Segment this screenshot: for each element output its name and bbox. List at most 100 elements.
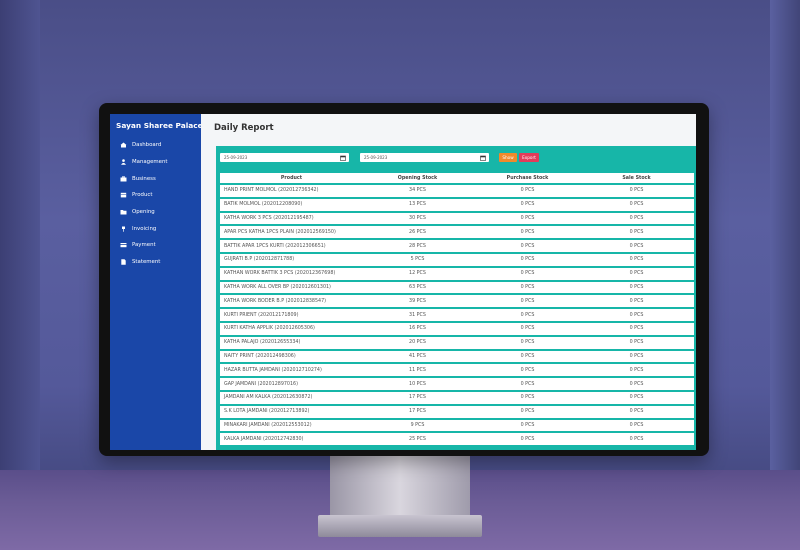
export-button[interactable]: Export — [519, 153, 539, 162]
sidebar-nav: Dashboard Management Business Product Op… — [110, 137, 201, 271]
pin-icon — [120, 226, 127, 232]
sidebar-item-invoicing[interactable]: Invoicing — [110, 220, 201, 237]
briefcase-icon — [120, 175, 127, 182]
table-row[interactable]: KATHA WORK 3 PCS (202012195487) 30 PCS 0 P… — [220, 212, 694, 225]
table-row[interactable]: JAMDANI AM KALKA (202012630872) 17 PCS 0 P… — [220, 391, 694, 404]
table-row[interactable]: KATHA WORK ALL OVER BP (202012601301) 63 … — [220, 281, 694, 294]
user-icon — [120, 159, 127, 165]
cell-opening-stock: 9 PCS — [359, 419, 476, 432]
card-icon — [120, 242, 127, 248]
table-body: HAND PRINT MOLMOL (202012736342) 34 PCS 0 … — [220, 185, 694, 446]
cell-product: KURTI PRIENT (202012171809) — [220, 309, 359, 321]
cell-product: KATHA WORK BODER B.P (202012838547) — [220, 295, 359, 308]
column-header-product[interactable]: Product — [220, 173, 359, 183]
cell-sale-stock: 0 PCS — [579, 267, 694, 280]
cell-opening-stock: 5 PCS — [359, 253, 476, 266]
table-row[interactable]: BATTIK APAR 1PCS KURTI (202012306651) 28 … — [220, 240, 694, 252]
cell-opening-stock: 41 PCS — [359, 350, 476, 363]
sidebar: Sayan Sharee Palace Dashboard Management… — [110, 114, 203, 450]
cell-purchase-stock: 0 PCS — [476, 212, 579, 225]
table-row[interactable]: HAZAR BUTTA JAMDANI (202012710274) 11 PCS… — [220, 364, 694, 377]
table-row[interactable]: APAR PCS KATHA 1PCS PLAIN (202012569150)… — [220, 226, 694, 239]
table-row[interactable]: BATIK MOLMOL (202012208090) 13 PCS 0 PCS 0 … — [220, 198, 694, 211]
calendar-icon[interactable] — [340, 155, 346, 161]
cell-sale-stock: 0 PCS — [579, 350, 694, 363]
cell-purchase-stock: 0 PCS — [476, 419, 579, 432]
app-screen: Sayan Sharee Palace Dashboard Management… — [110, 114, 696, 450]
cell-product: NAITY PRINT (202012498306) — [220, 350, 359, 363]
to-date-value: 25-09-2023 — [364, 155, 388, 160]
sidebar-item-label: Opening — [132, 209, 155, 216]
sidebar-item-product[interactable]: Product — [110, 187, 201, 204]
cell-sale-stock: 0 PCS — [579, 391, 694, 404]
sidebar-item-label: Payment — [132, 242, 156, 249]
table-row[interactable]: KATHAN WORK BATTIK 3 PCS (202012367698) 1… — [220, 267, 694, 280]
sidebar-item-label: Statement — [132, 259, 161, 266]
column-header-opening-stock[interactable]: Opening Stock — [359, 173, 476, 183]
sidebar-item-opening[interactable]: Opening — [110, 204, 201, 221]
cell-opening-stock: 10 PCS — [359, 378, 476, 390]
table-row[interactable]: NAITY PRINT (202012498306) 41 PCS 0 PCS 0 P… — [220, 350, 694, 363]
sidebar-item-management[interactable]: Management — [110, 154, 201, 171]
column-header-purchase-stock[interactable]: Purchase Stock — [476, 173, 579, 183]
cell-purchase-stock: 0 PCS — [476, 253, 579, 266]
cell-product: KATHA PALAJO (202012655334) — [220, 336, 359, 349]
table-row[interactable]: GAP JAMDANI (202012897016) 10 PCS 0 PCS 0 P… — [220, 378, 694, 390]
show-button[interactable]: Show — [499, 153, 517, 162]
cell-opening-stock: 30 PCS — [359, 212, 476, 225]
cell-sale-stock: 0 PCS — [579, 378, 694, 390]
sidebar-item-payment[interactable]: Payment — [110, 237, 201, 254]
to-date-input[interactable]: 25-09-2023 — [360, 153, 489, 162]
cell-product: HAND PRINT MOLMOL (202012736342) — [220, 185, 359, 197]
sidebar-item-dashboard[interactable]: Dashboard — [110, 137, 201, 154]
sidebar-item-business[interactable]: Business — [110, 170, 201, 187]
cell-opening-stock: 39 PCS — [359, 295, 476, 308]
main-content: Daily Report 25-09-2023 25-09-2023 Show … — [201, 114, 696, 450]
cell-opening-stock: 63 PCS — [359, 281, 476, 294]
sidebar-item-label: Dashboard — [132, 142, 162, 149]
cell-product: GAP JAMDANI (202012897016) — [220, 378, 359, 390]
cell-purchase-stock: 0 PCS — [476, 309, 579, 321]
cell-opening-stock: 11 PCS — [359, 364, 476, 377]
cell-opening-stock: 34 PCS — [359, 185, 476, 197]
cell-purchase-stock: 0 PCS — [476, 405, 579, 418]
from-date-input[interactable]: 25-09-2023 — [220, 153, 349, 162]
cell-product: KATHAN WORK BATTIK 3 PCS (202012367698) — [220, 267, 359, 280]
cell-purchase-stock: 0 PCS — [476, 364, 579, 377]
cell-purchase-stock: 0 PCS — [476, 378, 579, 390]
table-row[interactable]: GUJRATI B.P (202012871788) 5 PCS 0 PCS 0 PC… — [220, 253, 694, 266]
cell-opening-stock: 28 PCS — [359, 240, 476, 252]
table-row[interactable]: S.K LOTA JAMDANI (202012713892) 17 PCS 0 P… — [220, 405, 694, 418]
sidebar-item-statement[interactable]: Statement — [110, 254, 201, 271]
cell-product: KATHA WORK 3 PCS (202012195487) — [220, 212, 359, 225]
cell-sale-stock: 0 PCS — [579, 212, 694, 225]
cell-product: GUJRATI B.P (202012871788) — [220, 253, 359, 266]
table-row[interactable]: HAND PRINT MOLMOL (202012736342) 34 PCS 0 … — [220, 185, 694, 197]
cell-opening-stock: 17 PCS — [359, 391, 476, 404]
table-row[interactable]: KURTI KATHA APPLIK (202012605306) 16 PCS 0… — [220, 322, 694, 335]
cell-opening-stock: 13 PCS — [359, 198, 476, 211]
cell-sale-stock: 0 PCS — [579, 295, 694, 308]
cell-purchase-stock: 0 PCS — [476, 391, 579, 404]
table-row[interactable]: KALKA JAMDANI (202012742830) 25 PCS 0 PCS 0… — [220, 433, 694, 446]
sidebar-item-label: Invoicing — [132, 225, 157, 232]
cell-product: MINAKARI JAMDANI (202012553012) — [220, 419, 359, 432]
cell-opening-stock: 17 PCS — [359, 405, 476, 418]
table-row[interactable]: KATHA PALAJO (202012655334) 20 PCS 0 PCS 0 … — [220, 336, 694, 349]
from-date-value: 25-09-2023 — [224, 155, 248, 160]
cell-purchase-stock: 0 PCS — [476, 281, 579, 294]
cell-purchase-stock: 0 PCS — [476, 198, 579, 211]
cell-sale-stock: 0 PCS — [579, 309, 694, 321]
column-header-sale-stock[interactable]: Sale Stock — [579, 173, 694, 183]
cell-product: BATTIK APAR 1PCS KURTI (202012306651) — [220, 240, 359, 252]
page-title: Daily Report — [214, 123, 274, 133]
cell-product: APAR PCS KATHA 1PCS PLAIN (202012569150) — [220, 226, 359, 239]
document-icon — [120, 259, 127, 265]
cell-sale-stock: 0 PCS — [579, 364, 694, 377]
calendar-icon[interactable] — [480, 155, 486, 161]
table-row[interactable]: MINAKARI JAMDANI (202012553012) 9 PCS 0 PC… — [220, 419, 694, 432]
sidebar-item-label: Business — [132, 175, 156, 182]
table-row[interactable]: KATHA WORK BODER B.P (202012838547) 39 PC… — [220, 295, 694, 308]
table-row[interactable]: KURTI PRIENT (202012171809) 31 PCS 0 PCS 0 … — [220, 309, 694, 321]
cell-product: KURTI KATHA APPLIK (202012605306) — [220, 322, 359, 335]
